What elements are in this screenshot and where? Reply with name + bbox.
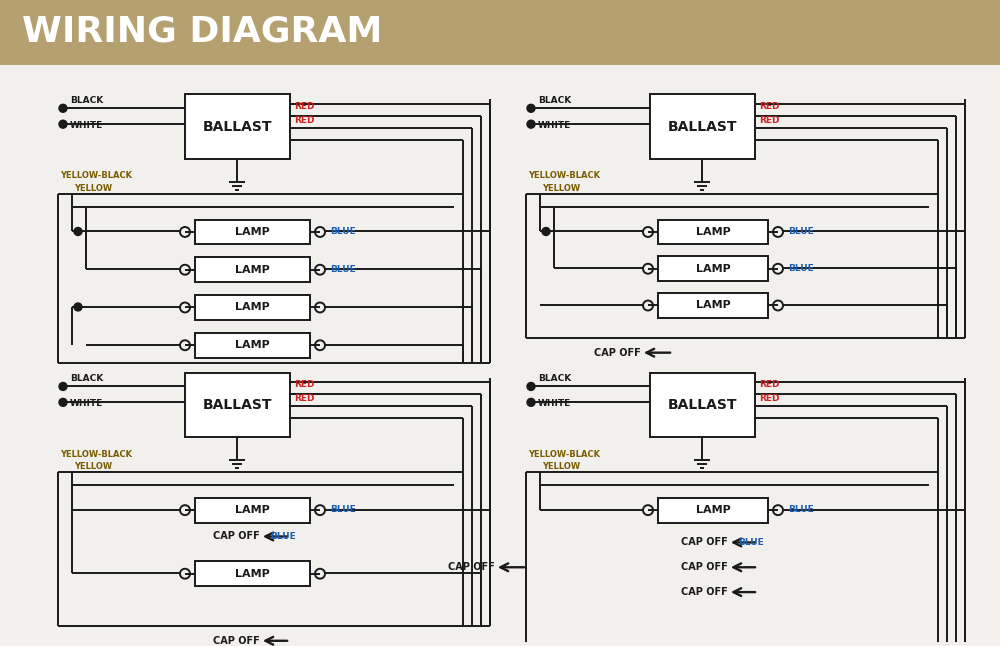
Text: WHITE: WHITE: [538, 121, 571, 130]
Text: BLACK: BLACK: [70, 374, 103, 383]
Circle shape: [59, 399, 67, 406]
Text: YELLOW: YELLOW: [542, 463, 580, 472]
Bar: [195, 333, 310, 358]
Text: YELLOW: YELLOW: [74, 184, 112, 193]
Text: BLACK: BLACK: [538, 96, 571, 105]
Bar: [195, 220, 310, 244]
Text: BALLAST: BALLAST: [203, 120, 272, 134]
Text: CAP OFF: CAP OFF: [681, 537, 728, 547]
Text: LAMP: LAMP: [235, 505, 270, 515]
Bar: [195, 257, 310, 282]
Text: YELLOW: YELLOW: [542, 184, 580, 193]
Bar: [650, 94, 755, 159]
Text: LAMP: LAMP: [235, 302, 270, 313]
Text: RED: RED: [294, 102, 314, 111]
Bar: [195, 295, 310, 320]
Circle shape: [527, 120, 535, 128]
Text: BLUE: BLUE: [788, 264, 814, 273]
Text: RED: RED: [294, 394, 314, 403]
Circle shape: [527, 382, 535, 390]
Text: BLUE: BLUE: [788, 505, 814, 514]
Bar: [195, 497, 310, 523]
Text: YELLOW-BLACK: YELLOW-BLACK: [528, 171, 600, 180]
Text: RED: RED: [294, 380, 314, 389]
Circle shape: [74, 227, 82, 235]
Bar: [195, 561, 310, 586]
Text: LAMP: LAMP: [696, 300, 730, 311]
Text: LAMP: LAMP: [235, 265, 270, 275]
Text: CAP OFF: CAP OFF: [448, 562, 495, 572]
Bar: [650, 373, 755, 437]
Text: WIRING DIAGRAM: WIRING DIAGRAM: [22, 15, 382, 49]
Circle shape: [59, 120, 67, 128]
Text: BALLAST: BALLAST: [668, 120, 737, 134]
Text: BLACK: BLACK: [538, 374, 571, 383]
Text: BLUE: BLUE: [738, 538, 764, 547]
Text: WHITE: WHITE: [70, 121, 103, 130]
Text: RED: RED: [759, 116, 780, 125]
Text: LAMP: LAMP: [696, 227, 730, 237]
Text: CAP OFF: CAP OFF: [213, 532, 260, 541]
Text: YELLOW-BLACK: YELLOW-BLACK: [60, 450, 132, 459]
Text: BLUE: BLUE: [330, 227, 356, 236]
Circle shape: [74, 303, 82, 311]
Text: WHITE: WHITE: [538, 399, 571, 408]
Text: CAP OFF: CAP OFF: [594, 348, 641, 358]
Text: LAMP: LAMP: [235, 340, 270, 350]
Text: CAP OFF: CAP OFF: [213, 636, 260, 646]
Text: YELLOW: YELLOW: [74, 463, 112, 472]
Bar: [658, 220, 768, 244]
Bar: [658, 256, 768, 281]
Bar: [185, 94, 290, 159]
Text: WHITE: WHITE: [70, 399, 103, 408]
Text: RED: RED: [759, 102, 780, 111]
Text: YELLOW-BLACK: YELLOW-BLACK: [528, 450, 600, 459]
Text: BALLAST: BALLAST: [203, 398, 272, 412]
Text: RED: RED: [294, 116, 314, 125]
Text: CAP OFF: CAP OFF: [681, 587, 728, 597]
Circle shape: [59, 382, 67, 390]
Bar: [658, 293, 768, 318]
Text: RED: RED: [759, 394, 780, 403]
Text: RED: RED: [759, 380, 780, 389]
Text: LAMP: LAMP: [696, 505, 730, 515]
Text: BALLAST: BALLAST: [668, 398, 737, 412]
Text: CAP OFF: CAP OFF: [681, 562, 728, 572]
Text: BLUE: BLUE: [330, 505, 356, 514]
Text: LAMP: LAMP: [235, 227, 270, 237]
Text: BLUE: BLUE: [788, 227, 814, 236]
Text: LAMP: LAMP: [696, 264, 730, 274]
Circle shape: [527, 399, 535, 406]
Text: BLACK: BLACK: [70, 96, 103, 105]
FancyBboxPatch shape: [0, 0, 1000, 65]
Text: YELLOW-BLACK: YELLOW-BLACK: [60, 171, 132, 180]
Circle shape: [59, 104, 67, 112]
Bar: [658, 497, 768, 523]
Bar: [185, 373, 290, 437]
Circle shape: [527, 104, 535, 112]
Text: LAMP: LAMP: [235, 568, 270, 579]
Text: BLUE: BLUE: [270, 532, 296, 541]
Text: BLUE: BLUE: [330, 265, 356, 274]
Circle shape: [542, 227, 550, 235]
